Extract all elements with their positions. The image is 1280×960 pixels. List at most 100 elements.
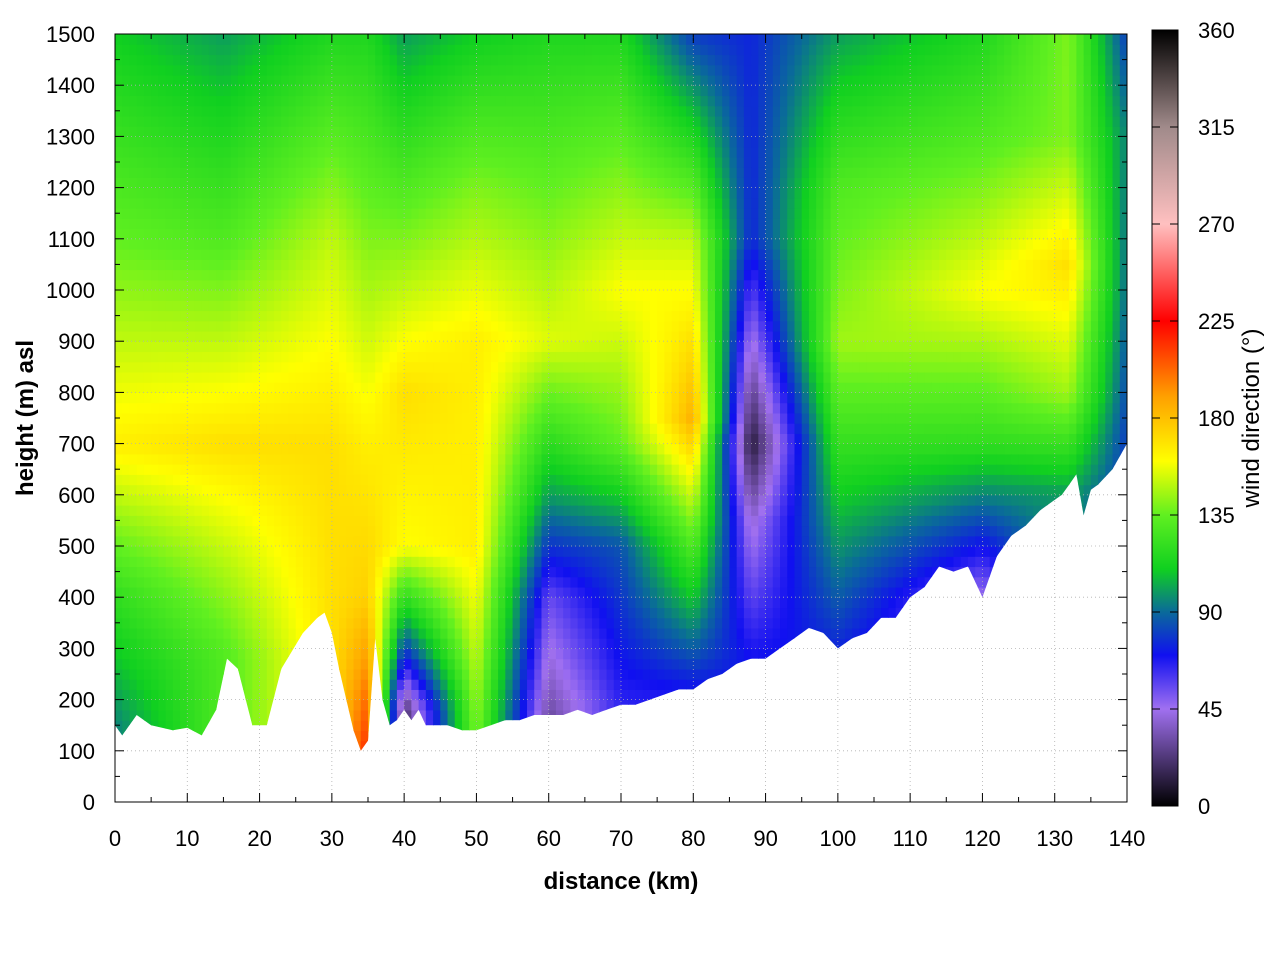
field-cell: [389, 228, 398, 240]
field-cell: [216, 576, 225, 588]
field-cell: [382, 566, 391, 578]
field-cell: [382, 689, 391, 701]
field-cell: [404, 505, 412, 516]
field-cell: [447, 136, 456, 148]
field-cell: [454, 453, 463, 465]
field-cell: [483, 638, 492, 649]
field-cell: [519, 34, 528, 45]
field-cell: [237, 627, 246, 639]
field-cell: [534, 586, 543, 598]
field-cell: [129, 187, 138, 199]
field-cell: [324, 546, 333, 557]
field-cell: [418, 597, 427, 609]
field-cell: [461, 218, 470, 230]
field-cell: [418, 269, 427, 281]
field-cell: [331, 146, 340, 158]
field-cell: [223, 197, 232, 209]
field-cell: [389, 689, 398, 701]
field-cell: [129, 341, 138, 353]
field-cell: [461, 525, 470, 537]
field-cell: [259, 617, 268, 629]
field-cell: [548, 238, 557, 250]
field-cell: [136, 412, 145, 424]
field-cell: [339, 44, 347, 56]
field-cell: [216, 105, 225, 117]
field-cell: [461, 535, 470, 547]
field-cell: [324, 218, 333, 230]
field-cell: [180, 566, 188, 578]
field-cell: [483, 566, 492, 578]
field-cell: [274, 341, 282, 353]
field-cell: [527, 586, 535, 598]
field-cell: [201, 156, 210, 168]
field-cell: [143, 330, 152, 342]
field-cell: [469, 412, 478, 424]
field-cell: [570, 638, 579, 649]
field-cell: [404, 566, 412, 578]
field-cell: [194, 658, 203, 670]
field-cell: [187, 341, 196, 353]
field-cell: [411, 679, 420, 690]
field-cell: [418, 320, 427, 332]
field-cell: [498, 638, 506, 649]
field-cell: [317, 484, 326, 496]
field-cell: [245, 279, 253, 291]
field-cell: [172, 412, 181, 424]
field-cell: [288, 515, 297, 527]
field-cell: [512, 115, 521, 127]
field-cell: [425, 330, 434, 342]
field-cell: [563, 177, 571, 189]
field-cell: [245, 607, 253, 619]
field-cell: [230, 269, 239, 281]
field-cell: [201, 494, 210, 506]
field-cell: [440, 218, 449, 230]
field-cell: [440, 546, 449, 557]
field-cell: [469, 505, 478, 516]
field-cell: [252, 658, 261, 670]
field-cell: [454, 679, 463, 690]
field-cell: [527, 474, 535, 486]
field-cell: [288, 300, 297, 312]
field-cell: [115, 341, 123, 353]
field-cell: [382, 279, 391, 291]
field-cell: [519, 269, 528, 281]
field-cell: [396, 310, 405, 322]
field-cell: [555, 597, 564, 609]
field-cell: [584, 535, 593, 547]
field-cell: [223, 64, 232, 76]
field-cell: [245, 689, 253, 701]
field-cell: [404, 320, 412, 332]
field-cell: [245, 412, 253, 424]
field-cell: [555, 689, 564, 701]
field-cell: [404, 464, 412, 475]
field-cell: [201, 74, 210, 86]
field-cell: [324, 464, 333, 475]
field-cell: [411, 484, 420, 496]
field-cell: [563, 443, 571, 455]
field-cell: [505, 54, 514, 66]
field-cell: [555, 484, 564, 496]
field-cell: [360, 115, 369, 127]
field-cell: [339, 576, 347, 588]
field-cell: [295, 382, 304, 393]
field-cell: [331, 64, 340, 76]
field-cell: [527, 392, 535, 404]
field-cell: [353, 320, 362, 332]
field-cell: [194, 679, 203, 690]
field-cell: [404, 85, 412, 97]
field-cell: [563, 34, 571, 45]
field-cell: [201, 146, 210, 158]
field-cell: [310, 443, 318, 455]
field-cell: [527, 228, 535, 240]
field-cell: [548, 64, 557, 76]
field-cell: [266, 505, 275, 516]
field-cell: [527, 371, 535, 383]
field-cell: [317, 597, 326, 609]
field-cell: [353, 64, 362, 76]
field-cell: [548, 515, 557, 527]
field-cell: [476, 494, 485, 506]
field-cell: [353, 474, 362, 486]
field-cell: [208, 136, 217, 148]
field-cell: [353, 627, 362, 639]
field-cell: [548, 576, 557, 588]
